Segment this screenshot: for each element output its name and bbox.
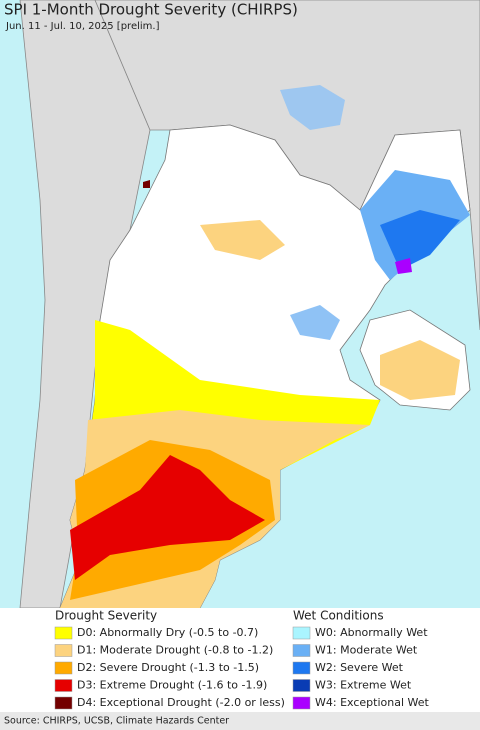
- legend-swatch: [54, 661, 73, 675]
- legend-label: D3: Extreme Drought (-1.6 to -1.9): [77, 679, 267, 692]
- footer-bg: [0, 712, 480, 730]
- legend-swatch: [54, 696, 73, 710]
- legend-label: W4: Exceptional Wet: [315, 696, 430, 709]
- legend-label: W0: Abnormally Wet: [315, 626, 428, 639]
- legend-label: D2: Severe Drought (-1.3 to -1.5): [77, 661, 259, 674]
- legend-swatch: [292, 644, 311, 657]
- source: Source: CHIRPS, UCSB, Climate Hazards Ce…: [4, 716, 229, 727]
- dry-uruguay: [380, 340, 460, 400]
- legend-bg: [0, 608, 480, 712]
- legend-swatch: [54, 626, 73, 640]
- d4-spot: [143, 180, 150, 188]
- legend-title: Drought Severity: [55, 609, 157, 623]
- wet-northeast-core: [380, 210, 460, 270]
- legend-swatch: [292, 679, 311, 692]
- subtitle: Jun. 11 - Jul. 10, 2025 [prelim.]: [5, 21, 160, 32]
- legend-label: D0: Abnormally Dry (-0.5 to -0.7): [77, 626, 258, 639]
- legend-label: D4: Exceptional Drought (-2.0 or less): [77, 696, 285, 709]
- legend-label: W2: Severe Wet: [315, 661, 404, 674]
- title: SPI 1-Month Drought Severity (CHIRPS): [4, 1, 298, 19]
- dry-north: [200, 220, 285, 260]
- legend-title: Wet Conditions: [293, 609, 384, 623]
- bolivia-wet: [280, 85, 345, 130]
- legend-swatch: [292, 626, 311, 640]
- wet-exceptional: [395, 258, 412, 274]
- legend-swatch: [54, 679, 73, 692]
- d3-south: [70, 455, 265, 580]
- legend-swatch: [54, 644, 73, 657]
- legend-swatch: [292, 696, 311, 710]
- legend-label: W1: Moderate Wet: [315, 644, 418, 657]
- legend-label: D1: Moderate Drought (-0.8 to -1.2): [77, 644, 273, 657]
- wet-central: [290, 305, 340, 340]
- legend-swatch: [292, 661, 311, 675]
- legend-label: W3: Extreme Wet: [315, 679, 412, 692]
